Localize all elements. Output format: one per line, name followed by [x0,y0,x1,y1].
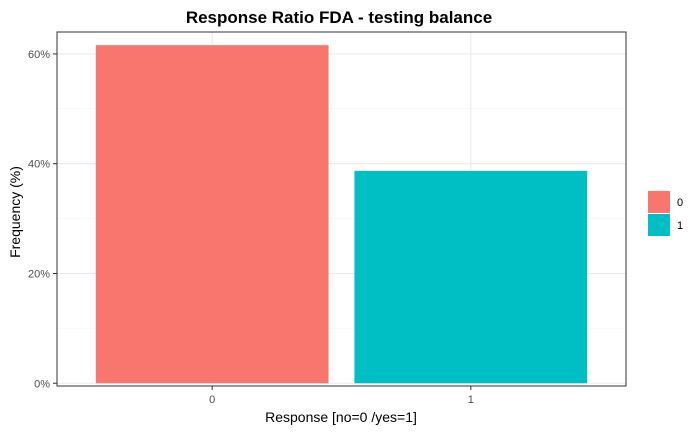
x-axis-label: Response [no=0 /yes=1] [265,409,417,425]
legend-label-1: 1 [677,220,683,232]
x-tick-label: 1 [468,394,474,406]
y-axis-label: Frequency (%) [7,166,23,258]
y-tick-label: 40% [28,159,50,171]
y-tick-label: 20% [28,268,50,280]
legend: 01 [648,191,683,236]
chart-title: Response Ratio FDA - testing balance [186,8,492,27]
panel-border [56,31,627,387]
legend-key-1 [648,214,670,236]
bar-0 [95,45,329,384]
x-tick-label: 0 [209,394,215,406]
bar-1 [354,170,588,384]
y-axis: 0% 20% 40% 60% [28,49,57,390]
y-tick-label: 0% [34,378,50,390]
bars [95,45,588,384]
legend-label-0: 0 [677,197,683,209]
y-tick-label: 60% [28,49,50,61]
legend-key-0 [648,191,670,213]
